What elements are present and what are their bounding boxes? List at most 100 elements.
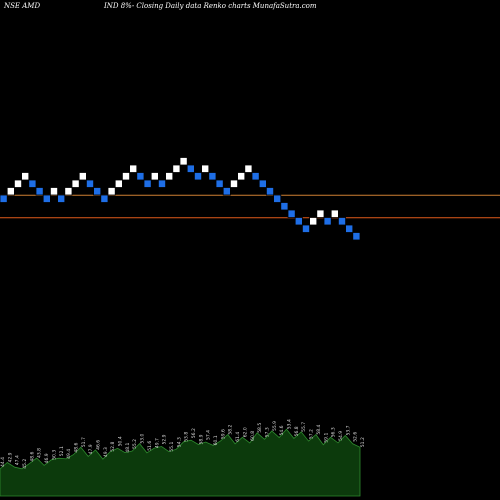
volume-label: 48.1	[125, 442, 131, 452]
renko-brick	[35, 187, 44, 196]
renko-brick	[193, 172, 202, 181]
volume-label: 45.2	[22, 459, 28, 469]
renko-brick	[244, 164, 253, 173]
renko-brick	[165, 172, 174, 181]
volume-label: 47.4	[15, 455, 21, 465]
renko-brick	[57, 194, 66, 203]
volume-label: 57.2	[309, 429, 315, 439]
volume-label: 49.4	[66, 449, 72, 459]
renko-brick	[280, 202, 289, 211]
volume-label: 44.4	[0, 457, 6, 467]
renko-brick	[172, 164, 181, 173]
volume-label: 51.7	[81, 437, 87, 447]
renko-brick	[201, 164, 210, 173]
renko-brick	[100, 194, 109, 203]
renko-brick	[6, 187, 15, 196]
volume-label: 43.8	[37, 448, 43, 458]
renko-brick	[337, 217, 346, 226]
renko-brick	[229, 179, 238, 188]
volume-label: 48.6	[73, 442, 79, 452]
volume-label: 49.3	[103, 447, 109, 457]
renko-brick	[316, 209, 325, 218]
renko-brick	[50, 187, 59, 196]
volume-label: 56.3	[331, 427, 337, 437]
volume-label: 52.6	[353, 432, 359, 442]
volume-label: 59.6	[220, 429, 226, 439]
renko-brick	[345, 224, 354, 233]
renko-brick	[150, 172, 159, 181]
volume-label: 56.8	[294, 426, 300, 436]
volume-label: 46.9	[44, 453, 50, 463]
renko-brick	[122, 172, 131, 181]
renko-brick	[78, 172, 87, 181]
renko-brick	[237, 172, 246, 181]
volume-panel: 44.4 42.9 47.4 45.248.6 43.846.9 50.3 52.1 49.4…	[0, 419, 366, 497]
renko-brick	[107, 187, 116, 196]
volume-label: 47.9	[88, 444, 94, 454]
renko-brick	[186, 164, 195, 173]
volume-label: 52.1	[59, 446, 65, 456]
renko-brick	[251, 172, 260, 181]
renko-bricks	[0, 157, 361, 241]
volume-label: 58.4	[316, 424, 322, 434]
volume-label: 53.4	[287, 419, 293, 429]
volume-label: 57.3	[264, 427, 270, 437]
renko-brick	[143, 179, 152, 188]
renko-brick	[309, 217, 318, 226]
volume-label: 48.6	[29, 451, 35, 461]
volume-label: 60.8	[250, 431, 256, 441]
renko-brick	[21, 172, 30, 181]
renko-brick	[208, 172, 217, 181]
renko-brick	[287, 209, 296, 218]
renko-brick	[64, 187, 73, 196]
volume-label: 58.2	[228, 424, 234, 434]
volume-label: 42.9	[7, 452, 13, 462]
volume-label: 49.7	[154, 438, 160, 448]
volume-label: 57.4	[206, 430, 212, 440]
renko-brick	[265, 187, 274, 196]
volume-label: 54.3	[176, 437, 182, 447]
volume-label: 58.5	[257, 423, 263, 433]
renko-brick	[28, 179, 37, 188]
volume-label: 55.9	[272, 421, 278, 431]
volume-label: 54.9	[338, 431, 344, 441]
renko-brick	[129, 164, 138, 173]
chart-description: IND 8%- Closing Daily data Renko charts …	[104, 2, 317, 10]
renko-brick	[273, 194, 282, 203]
volume-label: 51.6	[147, 441, 153, 451]
renko-brick	[0, 194, 8, 203]
volume-label: 59.1	[323, 433, 329, 443]
renko-brick	[179, 157, 188, 166]
volume-label: 56.2	[191, 428, 197, 438]
volume-label: 60.1	[213, 435, 219, 445]
volume-label: 53.7	[345, 425, 351, 435]
renko-brick	[258, 179, 267, 188]
volume-label: 55.7	[301, 422, 307, 432]
volume-label: 52.9	[162, 434, 168, 444]
renko-brick	[323, 217, 332, 226]
volume-label: 53.0	[140, 433, 146, 443]
renko-brick	[136, 172, 145, 181]
renko-brick	[86, 179, 95, 188]
volume-label: 55.1	[169, 442, 175, 452]
renko-brick	[222, 187, 231, 196]
volume-label: 55.2	[132, 439, 138, 449]
renko-brick	[215, 179, 224, 188]
renko-brick	[330, 209, 339, 218]
volume-label: 46.6	[96, 440, 102, 450]
volume-label: 53.8	[184, 432, 190, 442]
volume-label: 50.3	[51, 450, 57, 460]
renko-brick	[13, 179, 22, 188]
reference-lines	[0, 194, 500, 219]
volume-label: 58.9	[198, 434, 204, 444]
volume-area	[0, 428, 361, 497]
renko-brick	[93, 187, 102, 196]
volume-label: 61.4	[235, 432, 241, 442]
renko-brick	[294, 217, 303, 226]
renko-brick	[114, 179, 123, 188]
volume-label: 50.4	[118, 436, 124, 446]
renko-brick	[42, 194, 51, 203]
chart-symbol: NSE AMD	[4, 2, 41, 10]
volume-label: 62.0	[242, 427, 248, 437]
